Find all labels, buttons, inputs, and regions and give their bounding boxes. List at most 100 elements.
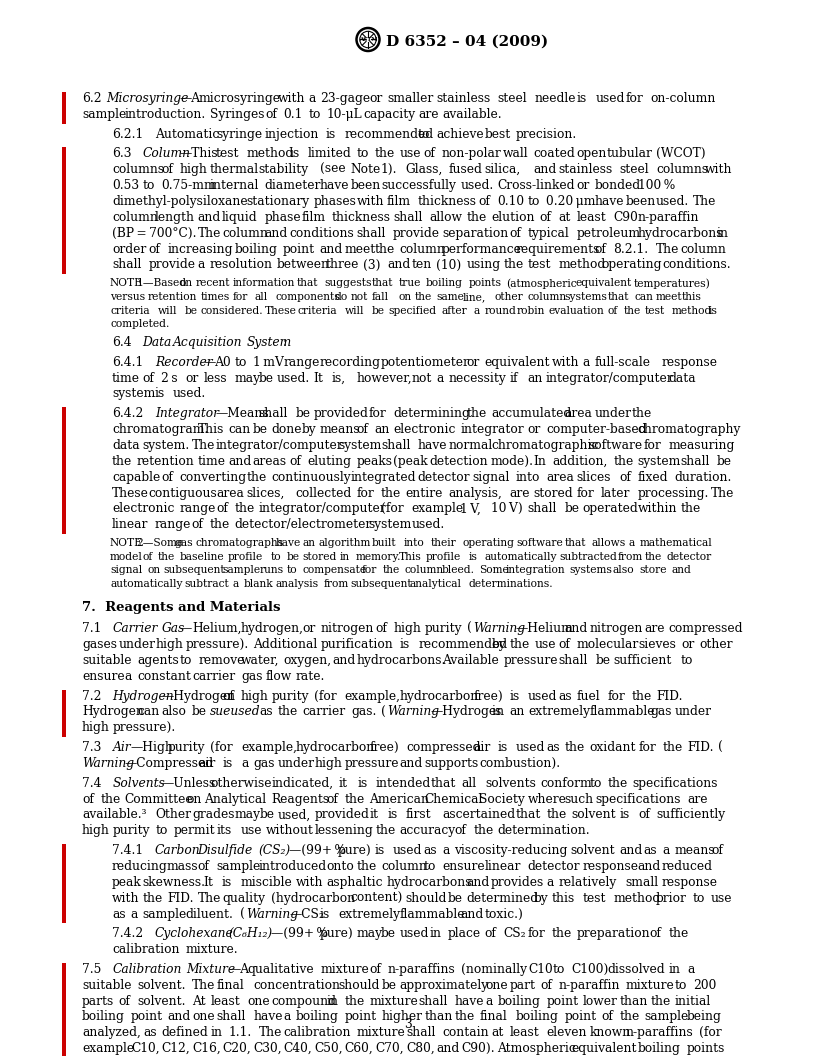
Text: of: of [326,792,339,806]
Text: sufficiently: sufficiently [656,809,725,822]
Text: 6.2.1: 6.2.1 [112,128,144,140]
Text: carrier: carrier [192,670,235,683]
Text: —(99+ %: —(99+ % [271,927,328,940]
Text: Additional: Additional [253,638,317,652]
Text: —Compressed: —Compressed [125,757,214,770]
Text: high: high [180,164,207,176]
Text: the: the [663,741,683,754]
Text: high: high [82,721,110,734]
Text: miscible: miscible [241,875,292,889]
Text: solvent: solvent [570,844,615,857]
Text: the: the [381,487,401,499]
Text: the: the [467,211,486,224]
Text: subtracted: subtracted [559,551,617,562]
Text: and: and [333,654,356,667]
Text: not: not [351,291,368,302]
Text: than: than [620,995,648,1007]
Text: used: used [528,690,557,702]
Text: hydrogen,: hydrogen, [241,622,304,636]
Text: a: a [125,670,132,683]
Text: determinations.: determinations. [468,579,553,589]
Text: hydrocarbons: hydrocarbons [637,227,723,240]
Text: of: of [197,860,210,873]
Text: part: part [510,979,536,992]
Text: shall: shall [528,503,557,515]
Text: NOTE: NOTE [110,278,143,288]
Text: full-scale: full-scale [595,356,651,369]
Text: Hydrogen: Hydrogen [82,705,144,718]
Text: their: their [431,538,457,548]
Text: mixture: mixture [321,963,369,976]
Text: permit: permit [174,825,215,837]
Text: boiling: boiling [638,1042,681,1055]
Text: Some: Some [479,565,508,576]
Text: constant: constant [137,670,191,683]
Text: to: to [424,860,436,873]
Text: columns: columns [656,164,708,176]
Text: an: an [528,372,543,384]
Text: or: or [302,622,315,636]
Text: information: information [233,278,295,288]
Text: compressed: compressed [668,622,743,636]
Text: film: film [301,211,326,224]
Text: Carrier: Carrier [113,622,158,636]
Text: addition,: addition, [552,455,607,468]
Text: be: be [448,891,463,905]
Text: solvent: solvent [571,809,615,822]
Text: Atmospheric: Atmospheric [498,1042,576,1055]
Text: of: of [357,423,368,436]
Text: point: point [131,1011,163,1023]
Text: analysis: analysis [276,579,319,589]
Text: dimethyl-polysiloxane: dimethyl-polysiloxane [112,195,247,208]
Text: a: a [308,92,316,105]
Text: eluting: eluting [308,455,352,468]
Text: preparation: preparation [576,927,650,940]
Text: of: of [455,825,467,837]
Text: In: In [534,455,547,468]
Text: converting: converting [180,471,246,484]
Text: be: be [286,551,299,562]
Text: 1).: 1). [381,164,397,176]
Text: lower: lower [583,995,618,1007]
Text: of: of [601,1011,614,1023]
Text: used: used [393,844,423,857]
Text: on: on [399,291,412,302]
Text: boiling: boiling [296,1011,339,1023]
Text: measuring: measuring [668,439,734,452]
Text: high: high [393,622,422,636]
Text: specifications: specifications [632,776,717,790]
Text: the: the [668,927,689,940]
Text: phases: phases [313,195,357,208]
Text: will: will [345,305,365,316]
Text: columns: columns [112,164,164,176]
Text: oxygen,: oxygen, [284,654,332,667]
Text: shall: shall [112,259,141,271]
Text: final: final [216,979,244,992]
Text: into: into [404,538,425,548]
Text: system.: system. [143,439,190,452]
Text: that: that [565,538,586,548]
Text: 0.20 μm: 0.20 μm [546,195,596,208]
Text: have: have [595,195,624,208]
Text: elution: elution [491,211,534,224]
Text: as: as [424,844,437,857]
Text: system: system [369,518,412,531]
Text: the: the [277,705,298,718]
Text: C90).: C90). [461,1042,494,1055]
Text: flammable: flammable [399,907,465,921]
Text: the: the [345,995,365,1007]
Text: linear: linear [112,518,149,531]
Text: of: of [375,622,388,636]
Text: thermal: thermal [210,164,259,176]
Text: (: ( [241,907,246,921]
Text: will: will [158,305,178,316]
Text: method: method [672,305,712,316]
Text: test: test [583,891,606,905]
Text: gas: gas [241,670,263,683]
Text: in: in [717,227,729,240]
Text: determined: determined [467,891,539,905]
Text: its: its [216,825,232,837]
Text: Acquisition: Acquisition [173,336,242,348]
Text: is: is [289,147,299,161]
Text: Cyclohexane: Cyclohexane [155,927,233,940]
